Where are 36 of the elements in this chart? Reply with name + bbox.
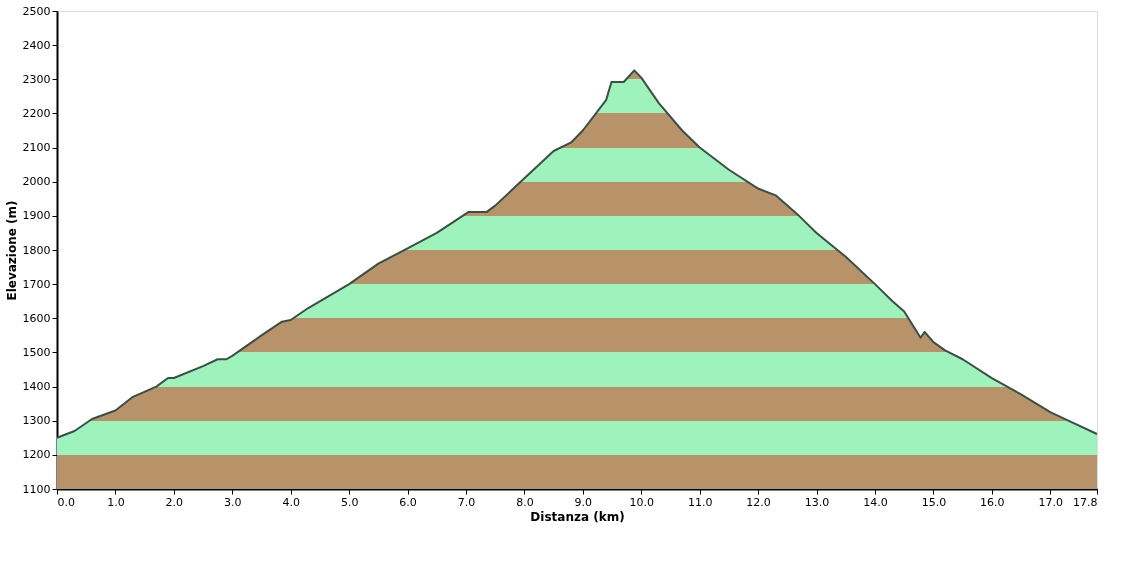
- x-tick-label: 7.0: [457, 495, 476, 509]
- y-tick-label: 1500: [22, 345, 51, 359]
- x-tick-label: 17.8: [1073, 495, 1098, 509]
- x-tick-label: 8.0: [516, 495, 534, 509]
- y-tick-label: 1200: [22, 448, 51, 462]
- y-tick-label: 1400: [22, 380, 51, 394]
- x-tick-label: 17.0: [1038, 495, 1064, 509]
- x-tick-label: 5.0: [340, 495, 359, 509]
- x-tick-label: 0.0: [57, 495, 75, 509]
- x-tick-label: 14.0: [863, 495, 888, 509]
- y-tick-label: 2100: [22, 141, 51, 155]
- y-tick-label: 2400: [22, 38, 51, 52]
- y-tick-label: 2000: [22, 175, 51, 189]
- x-tick-label: 15.0: [921, 495, 947, 509]
- x-axis-title: Distanza (km): [530, 509, 625, 524]
- x-tick-label: 12.0: [746, 495, 771, 509]
- x-tick-label: 6.0: [399, 495, 417, 509]
- y-tick-label: 2200: [22, 106, 51, 120]
- x-tick-label: 11.0: [687, 495, 713, 509]
- x-tick-label: 4.0: [282, 495, 300, 509]
- y-tick-label: 1300: [22, 414, 51, 428]
- y-tick-label: 1100: [22, 482, 51, 496]
- x-tick-label: 3.0: [224, 495, 242, 509]
- y-axis-title: Elevazione (m): [4, 200, 19, 301]
- x-tick-label: 2.0: [165, 495, 184, 509]
- x-tick-label: 1.0: [107, 495, 125, 509]
- y-tick-label: 1800: [22, 243, 51, 257]
- y-tick-label: 1900: [22, 209, 51, 223]
- x-tick-label: 13.0: [804, 495, 830, 509]
- y-tick-label: 1600: [22, 311, 51, 325]
- x-tick-label: 10.0: [629, 495, 655, 509]
- x-tick-label: 16.0: [980, 495, 1005, 509]
- y-tick-label: 1700: [22, 277, 51, 291]
- y-tick-label: 2300: [22, 72, 51, 86]
- x-tick-label: 9.0: [574, 495, 593, 509]
- y-tick-label: 2500: [22, 4, 51, 18]
